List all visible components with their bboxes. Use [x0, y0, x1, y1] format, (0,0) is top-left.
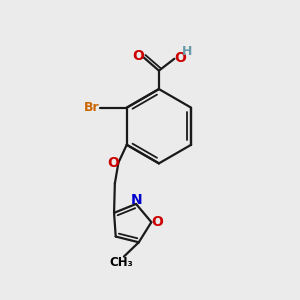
Text: O: O [152, 214, 163, 229]
Text: N: N [131, 194, 142, 207]
Text: H: H [182, 45, 192, 58]
Text: CH₃: CH₃ [109, 256, 133, 269]
Text: O: O [132, 49, 144, 63]
Text: O: O [174, 51, 186, 65]
Text: Br: Br [84, 101, 100, 114]
Text: O: O [108, 156, 120, 170]
